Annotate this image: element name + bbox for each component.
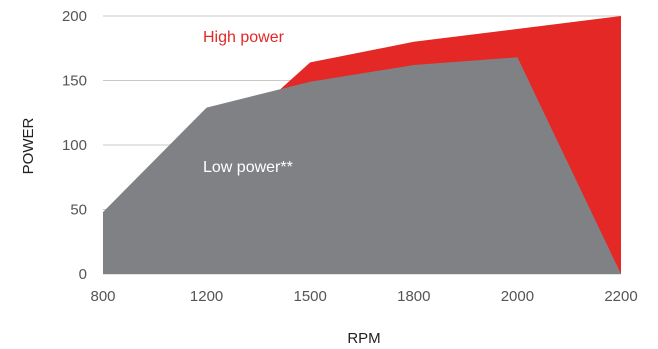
x-tick-label: 1500 (294, 288, 327, 305)
y-tick-label: 50 (70, 202, 87, 219)
y-tick-label: 100 (62, 137, 87, 154)
plot-areas (103, 16, 621, 274)
y-tick-label: 150 (62, 73, 87, 90)
series-label-low-power: Low power** (203, 159, 293, 176)
x-tick-label: 800 (90, 288, 115, 305)
low-power-area (103, 57, 621, 274)
tick-labels: 0 50 100 150 200 800 1200 1500 1800 2000 2200 (62, 8, 638, 305)
x-tick-label: 1200 (190, 288, 223, 305)
x-tick-label: 2200 (604, 288, 637, 305)
x-tick-label: 1800 (397, 288, 430, 305)
y-tick-label: 200 (62, 8, 87, 25)
y-axis-title: POWER (20, 118, 37, 175)
y-tick-label: 0 (79, 266, 87, 283)
series-label-high-power: High power (203, 29, 285, 46)
x-axis-title: RPM (347, 330, 380, 347)
x-tick-label: 2000 (501, 288, 534, 305)
